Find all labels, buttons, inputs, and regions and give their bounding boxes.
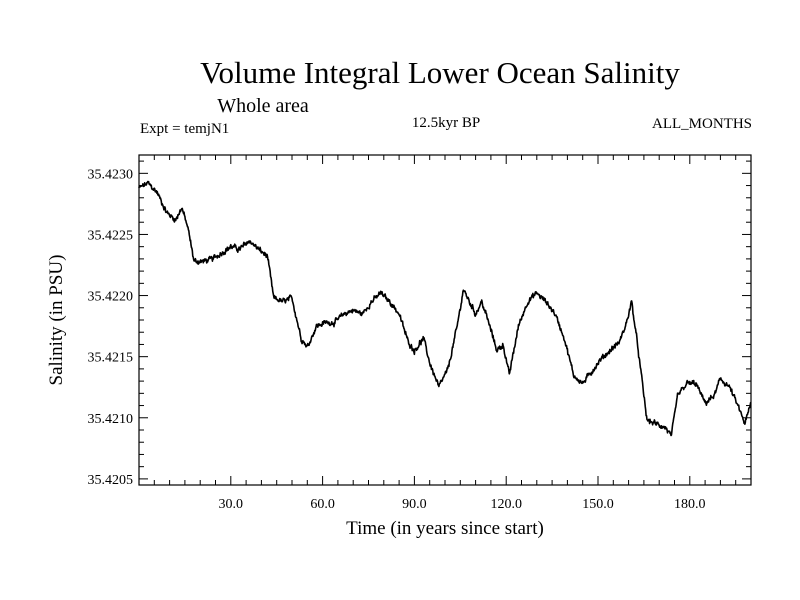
- x-axis-label: Time (in years since start): [346, 518, 544, 539]
- y-tick-label: 35.4225: [88, 228, 134, 243]
- x-tick-label: 90.0: [402, 497, 427, 512]
- y-tick-label: 35.4205: [88, 473, 134, 488]
- y-tick-label: 35.4230: [88, 167, 134, 182]
- y-tick-label: 35.4220: [88, 290, 134, 305]
- y-tick-label: 35.4215: [88, 351, 134, 366]
- chart-title: Volume Integral Lower Ocean Salinity: [200, 55, 680, 90]
- experiment-label: Expt = temjN1: [140, 121, 229, 137]
- chart-subtitle: Whole area: [217, 95, 309, 117]
- y-tick-label: 35.4210: [88, 412, 134, 427]
- x-tick-label: 120.0: [490, 497, 522, 512]
- months-label: ALL_MONTHS: [652, 116, 752, 132]
- y-axis-label: Salinity (in PSU): [46, 255, 67, 386]
- x-tick-label: 60.0: [310, 497, 335, 512]
- salinity-series-line: [138, 180, 752, 437]
- x-tick-label: 150.0: [582, 497, 614, 512]
- x-tick-label: 180.0: [674, 497, 706, 512]
- x-tick-label: 30.0: [219, 497, 244, 512]
- period-label: 12.5kyr BP: [412, 115, 480, 131]
- plot-frame: [138, 154, 752, 486]
